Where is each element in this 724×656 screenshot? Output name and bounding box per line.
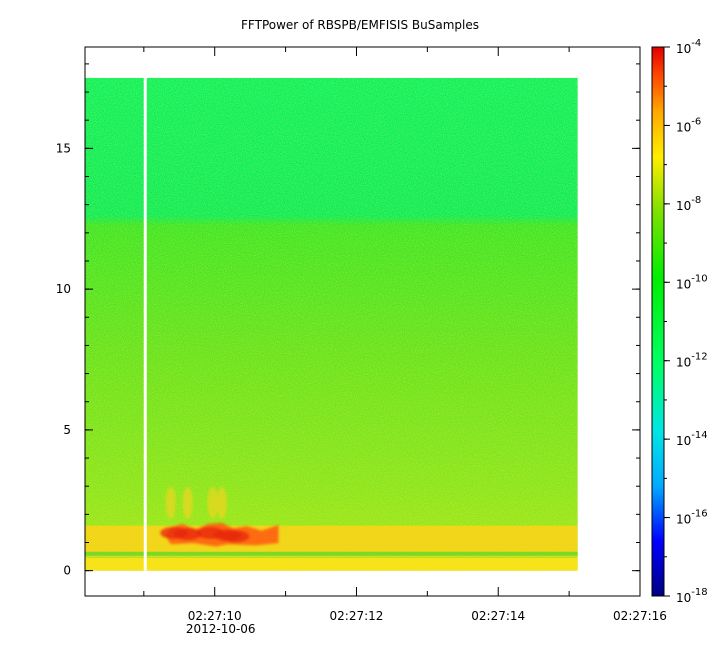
colorbar-tick-label: 10-12 bbox=[676, 352, 708, 370]
emission-wisp-2 bbox=[207, 486, 218, 519]
y-tick-label: 0 bbox=[63, 564, 71, 578]
emission-core-4 bbox=[221, 530, 250, 543]
y-tick-label: 5 bbox=[63, 423, 71, 437]
emission-band bbox=[160, 486, 279, 547]
emission-wisp-0 bbox=[165, 486, 176, 519]
spectrogram-noise bbox=[85, 77, 578, 571]
colorbar: 10-4 10-6 10-8 10-10 10-12 10-14 10-16 10-18 bbox=[651, 38, 708, 605]
data-gap-0 bbox=[143, 77, 147, 571]
x-tick-label: 02:27:16 bbox=[613, 609, 667, 623]
y-tick-label: 15 bbox=[56, 141, 71, 155]
colorbar-tick-label: 10-18 bbox=[676, 587, 708, 605]
chart-title: FFTPower of RBSPB/EMFISIS BuSamples bbox=[241, 18, 479, 32]
bottom-band bbox=[85, 557, 578, 571]
emission-core-1 bbox=[173, 528, 202, 541]
colorbar-tick-label: 10-4 bbox=[676, 38, 701, 56]
y-axis: 0 5 10 15 bbox=[56, 63, 640, 578]
gap-line bbox=[85, 551, 578, 556]
colorbar-tick-label: 10-14 bbox=[676, 430, 708, 448]
emission-wisp-1 bbox=[182, 486, 193, 519]
plot-frame bbox=[84, 46, 641, 597]
y-tick-label: 10 bbox=[56, 282, 71, 296]
emission-wisp-3 bbox=[216, 486, 227, 519]
colorbar-tick-label: 10-6 bbox=[676, 116, 701, 134]
plot-area bbox=[84, 46, 641, 597]
colorbar-gradient bbox=[652, 47, 664, 596]
x-tick-label: 02:27:12 bbox=[330, 609, 384, 623]
colorbar-tick-label: 10-16 bbox=[676, 509, 708, 527]
colorbar-tick-label: 10-8 bbox=[676, 195, 701, 213]
colorbar-tick-label: 10-10 bbox=[676, 273, 708, 291]
x-tick-label: 02:27:14 bbox=[471, 609, 525, 623]
x-tick-label: 02:27:10 bbox=[188, 609, 242, 623]
x-tick-sublabel: 2012-10-06 bbox=[186, 622, 256, 636]
